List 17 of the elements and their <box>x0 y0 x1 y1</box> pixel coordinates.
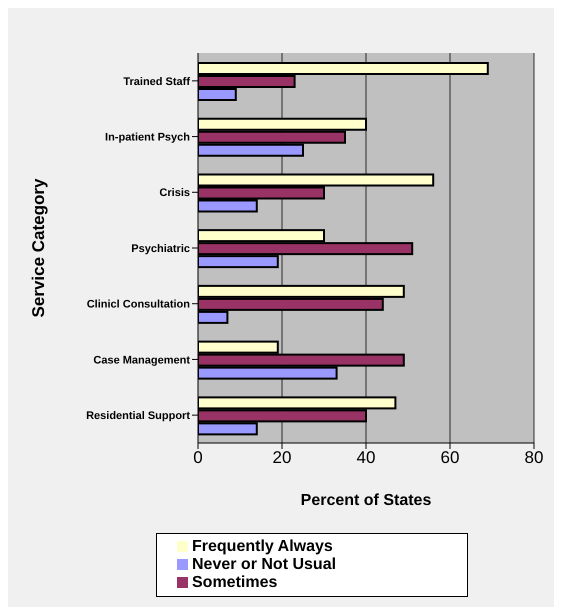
legend-label: Sometimes <box>192 574 278 591</box>
y-tick-label: Clinicl Consultation <box>86 298 190 311</box>
y-tick-label: In-patient Psych <box>105 131 190 144</box>
y-tick-label: Trained Staff <box>123 76 190 88</box>
y-tick-label: Psychiatric <box>131 242 190 255</box>
y-tick-label: Residential Support <box>86 410 190 422</box>
x-tick-label: 80 <box>524 448 544 468</box>
legend-label: Never or Not Usual <box>192 556 336 573</box>
y-tick-label: Crisis <box>159 187 190 200</box>
y-tick-label: Case Management <box>93 354 190 366</box>
x-tick-label: 60 <box>440 448 460 468</box>
x-tick-label: 20 <box>272 448 292 468</box>
x-axis-title: Percent of States <box>300 492 432 509</box>
x-tick-label: 40 <box>356 448 376 468</box>
x-tick-label: 0 <box>193 448 203 468</box>
legend-label: Frequently Always <box>192 538 333 555</box>
y-axis-title: Service Category <box>29 178 48 318</box>
